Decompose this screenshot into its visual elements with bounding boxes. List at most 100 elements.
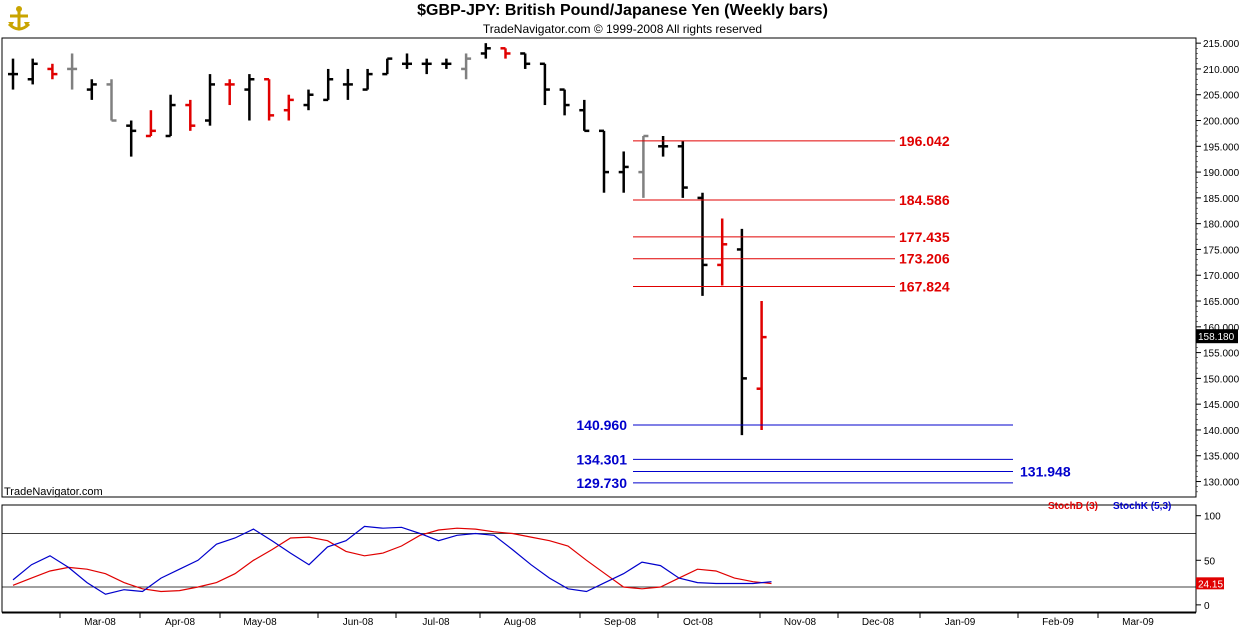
ohlc-bar — [618, 151, 629, 193]
fib-level-label: 173.206 — [899, 251, 950, 267]
x-tick-label: Feb-09 — [1042, 617, 1074, 628]
ohlc-bar — [579, 99, 590, 133]
fib-level-label: 134.301 — [576, 451, 627, 467]
price-tick-label: 210.000 — [1203, 65, 1240, 76]
ohlc-bar — [382, 57, 393, 76]
ohlc-bar — [480, 43, 491, 59]
stochastic-panel: 100 50 0 StochD (3) StochK (5,3) 24.15 — [1, 501, 1224, 613]
ohlc-bar — [697, 192, 708, 296]
x-tick-label: Jan-09 — [945, 617, 976, 628]
stoch-tick-label: 100 — [1204, 512, 1221, 523]
price-tick-label: 135.000 — [1203, 452, 1240, 463]
price-tick-label: 185.000 — [1203, 194, 1240, 205]
ohlc-bar — [323, 68, 334, 102]
ohlc-bar — [421, 58, 432, 75]
ohlc-bar — [126, 120, 137, 157]
last-price-box — [1196, 329, 1238, 344]
ohlc-bar — [658, 135, 669, 157]
x-tick-label: Sep-08 — [604, 617, 637, 628]
price-tick-label: 215.000 — [1203, 39, 1240, 50]
x-axis: Mar-08 Apr-08 May-08 Jun-08 Jul-08 Aug-08 Sep-… — [2, 612, 1196, 628]
ohlc-bar — [461, 53, 472, 80]
ohlc-bar — [559, 88, 570, 116]
stoch-series-line — [12, 527, 772, 593]
price-tick-label: 200.000 — [1203, 117, 1240, 128]
chart-title: $GBP-JPY: British Pound/Japanese Yen (We… — [417, 2, 828, 19]
stoch-last-value-box — [1196, 577, 1224, 590]
ohlc-bar — [67, 53, 78, 90]
last-price-label: 158.180 — [1198, 332, 1235, 343]
ohlc-bar — [165, 94, 176, 138]
ohlc-bar — [402, 53, 412, 69]
x-tick-label: Aug-08 — [504, 617, 537, 628]
ohlc-bar — [717, 218, 728, 286]
stoch-legend-d: StochD (3) — [1048, 501, 1098, 512]
x-tick-label: Mar-09 — [1122, 617, 1154, 628]
price-tick-label: 170.000 — [1203, 271, 1240, 282]
watermark-text: TradeNavigator.com — [4, 486, 103, 498]
price-tick-label: 190.000 — [1203, 168, 1240, 179]
price-tick-label: 155.000 — [1203, 349, 1240, 360]
x-tick-label: Dec-08 — [862, 617, 895, 628]
ohlc-bar — [86, 79, 97, 100]
ohlc-bar — [283, 94, 294, 121]
ohlc-bar — [500, 47, 511, 59]
stoch-series-line — [12, 525, 772, 595]
stoch-legend-k: StochK (5,3) — [1113, 501, 1171, 512]
price-tick-label: 150.000 — [1203, 374, 1240, 385]
ohlc-bar — [756, 301, 767, 430]
ohlc-bar — [638, 134, 649, 198]
ohlc-bar — [362, 68, 373, 91]
ohlc-bar — [441, 58, 452, 69]
trade-navigator-logo-icon — [4, 4, 34, 39]
x-tick-label: Nov-08 — [784, 617, 817, 628]
stoch-plot-area — [1, 504, 1197, 613]
price-tick-label: 180.000 — [1203, 220, 1240, 231]
ohlc-bar — [8, 58, 18, 90]
fib-level-label: 177.435 — [899, 229, 950, 245]
fib-level-label: 129.730 — [576, 475, 627, 491]
ohlc-bar — [106, 79, 117, 122]
x-tick-label: May-08 — [243, 617, 277, 628]
price-panel: 130.000 135.000 140.000 145.000 150.000 155.0… — [1, 37, 1240, 498]
ohlc-bar — [145, 110, 156, 138]
price-tick-label: 130.000 — [1203, 478, 1240, 489]
ohlc-bar — [736, 228, 747, 436]
price-tick-label: 165.000 — [1203, 297, 1240, 308]
x-tick-label: Mar-08 — [84, 617, 116, 628]
stoch-tick-label: 50 — [1204, 556, 1216, 567]
price-plot-area — [1, 37, 1197, 498]
fib-level-label: 167.824 — [899, 278, 950, 294]
ohlc-bar — [264, 78, 275, 121]
price-tick-label: 175.000 — [1203, 245, 1240, 256]
price-tick-label: 205.000 — [1203, 91, 1240, 102]
ohlc-bar — [677, 141, 688, 198]
ohlc-bar — [539, 62, 550, 106]
x-tick-label: Jul-08 — [422, 617, 450, 628]
stoch-tick-label: 0 — [1204, 601, 1210, 612]
ohlc-bar — [27, 58, 38, 85]
x-tick-label: Apr-08 — [165, 617, 195, 628]
ohlc-bar — [185, 99, 196, 131]
ohlc-bar — [342, 68, 353, 100]
fib-level-label: 140.960 — [576, 417, 627, 433]
fib-level-label: 196.042 — [899, 133, 950, 149]
fib-level-label: 131.948 — [1020, 463, 1071, 479]
ohlc-bar — [47, 63, 58, 80]
fib-level-label: 184.586 — [899, 192, 950, 208]
ohlc-bar — [224, 79, 235, 106]
ohlc-bar — [303, 89, 314, 111]
ohlc-bar — [520, 52, 531, 69]
ohlc-bar — [244, 74, 255, 121]
chart-subtitle: TradeNavigator.com © 1999-2008 All right… — [482, 22, 763, 36]
price-tick-label: 195.000 — [1203, 142, 1240, 153]
price-tick-label: 145.000 — [1203, 400, 1240, 411]
ohlc-bar — [599, 129, 609, 193]
ohlc-bar — [205, 74, 215, 126]
price-tick-label: 140.000 — [1203, 426, 1240, 437]
x-tick-label: Jun-08 — [343, 617, 374, 628]
x-tick-label: Oct-08 — [683, 617, 713, 628]
stoch-last-value-label: 24.15 — [1198, 579, 1223, 590]
price-tick-label: 160.000 — [1203, 323, 1240, 334]
